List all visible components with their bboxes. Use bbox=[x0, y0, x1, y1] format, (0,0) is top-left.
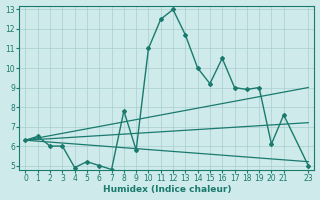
X-axis label: Humidex (Indice chaleur): Humidex (Indice chaleur) bbox=[103, 185, 231, 194]
